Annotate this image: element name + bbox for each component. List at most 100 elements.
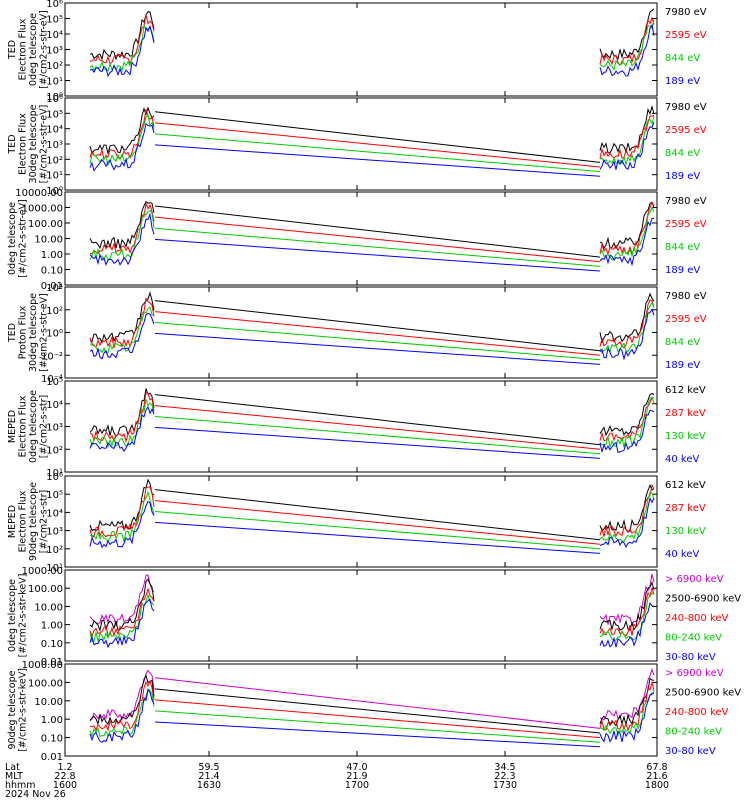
data-trace [599,301,655,354]
data-trace [89,399,155,449]
data-trace [154,321,601,361]
y-axis-title: Electron Flux [18,395,29,457]
legend-entry: 844 eV [665,53,700,64]
y-tick-label: 10⁵ [46,377,63,388]
y-axis-title: TED [7,134,18,154]
y-tick-label: 10⁴ [46,125,63,136]
y-axis-title: [#/cm2-s-str-eV] [39,105,50,184]
y-tick-label: 10¹ [46,77,63,88]
data-trace [599,23,655,77]
data-trace [154,238,601,272]
legend-entry: 240-800 keV [665,613,729,624]
y-tick-label: 0.10 [41,639,63,650]
data-trace [154,699,601,739]
data-trace [154,216,601,263]
data-trace [89,14,155,65]
data-trace [89,113,155,167]
y-tick-label: 10⁰ [46,329,63,340]
data-trace [154,500,601,545]
y-tick-label: 10.00 [34,697,63,708]
y-tick-label: 10⁵ [46,109,63,120]
data-trace [154,721,601,748]
data-trace [599,201,655,256]
data-trace [154,332,601,365]
y-tick-label: 10² [46,545,63,556]
y-tick-label: 10.00 [34,602,63,613]
legend-entry: 844 eV [665,148,700,159]
legend-entry: 2500-6900 keV [665,688,741,699]
data-trace [599,667,655,721]
data-trace [599,492,655,543]
y-tick-label: 1000.00 [22,566,63,577]
y-tick-label: 10⁵ [46,15,63,26]
data-trace [154,394,601,446]
data-trace [89,587,155,638]
legend-entry: 2595 eV [665,125,707,136]
data-trace [599,392,655,437]
y-tick-label: 10000.00 [15,188,63,199]
legend-entry: 7980 eV [665,291,707,302]
data-trace [599,680,655,732]
data-trace [89,291,155,344]
data-trace [89,578,155,633]
data-trace [89,593,155,643]
data-trace [599,496,655,548]
y-tick-label: 1.00 [41,621,63,632]
date-label: 2024 Nov 26 [5,789,66,800]
x-tick-label: 1630 [197,780,221,791]
y-tick-label: 10¹ [46,468,63,479]
data-trace [89,679,155,732]
data-trace [154,311,601,356]
legend-entry: 40 keV [665,549,699,560]
data-trace [599,308,655,361]
data-trace [599,121,655,170]
y-tick-label: 0.01 [41,281,63,292]
y-tick-label: 10² [46,61,63,72]
panel-frame [64,663,658,757]
y-axis-title: 0deg telescope [28,390,39,463]
y-tick-label: 0.01 [41,657,63,668]
data-trace [599,201,655,250]
data-trace [89,24,155,78]
x-tick-label: 34.5 [494,762,515,773]
y-tick-label: 0.01 [41,752,63,763]
data-trace [89,209,155,261]
data-trace [89,688,155,738]
y-axis-title: [#/cm2-s-str-eV] [39,10,50,89]
data-trace [599,592,655,641]
y-tick-label: 1.00 [41,715,63,726]
legend-entry: 189 eV [665,76,700,87]
y-axis-title: 0deg telescope [7,579,18,652]
x-tick-label: 1.2 [57,762,72,773]
x-axis-row-label: Lat [5,762,20,773]
legend-entry: 80-240 keV [665,633,722,644]
y-tick-label: 10⁵ [46,490,63,501]
y-tick-label: 10² [46,155,63,166]
data-trace [599,104,655,154]
legend-entry: 240-800 keV [665,707,729,718]
legend-entry: 189 eV [665,360,700,371]
y-tick-label: 1000.00 [22,660,63,671]
x-tick-label: 1730 [493,780,517,791]
x-axis-row-label: MLT [5,771,23,782]
data-trace [154,688,601,734]
y-axis-title: TED [7,40,18,60]
x-tick-label: 1600 [53,780,77,791]
data-trace [89,11,155,61]
data-trace [89,122,155,172]
data-trace [599,16,655,66]
data-trace [89,478,155,532]
legend-entry: 40 keV [665,454,699,465]
data-trace [599,677,655,727]
data-trace [89,574,155,628]
data-trace [599,483,655,537]
data-trace [154,677,601,729]
data-trace [599,115,655,167]
data-trace [154,300,601,352]
x-tick-label: 21.6 [646,771,667,782]
data-trace [89,500,155,549]
data-trace [599,602,655,648]
y-tick-label: 100.00 [28,219,63,230]
data-trace [89,598,155,649]
data-trace [89,106,155,155]
